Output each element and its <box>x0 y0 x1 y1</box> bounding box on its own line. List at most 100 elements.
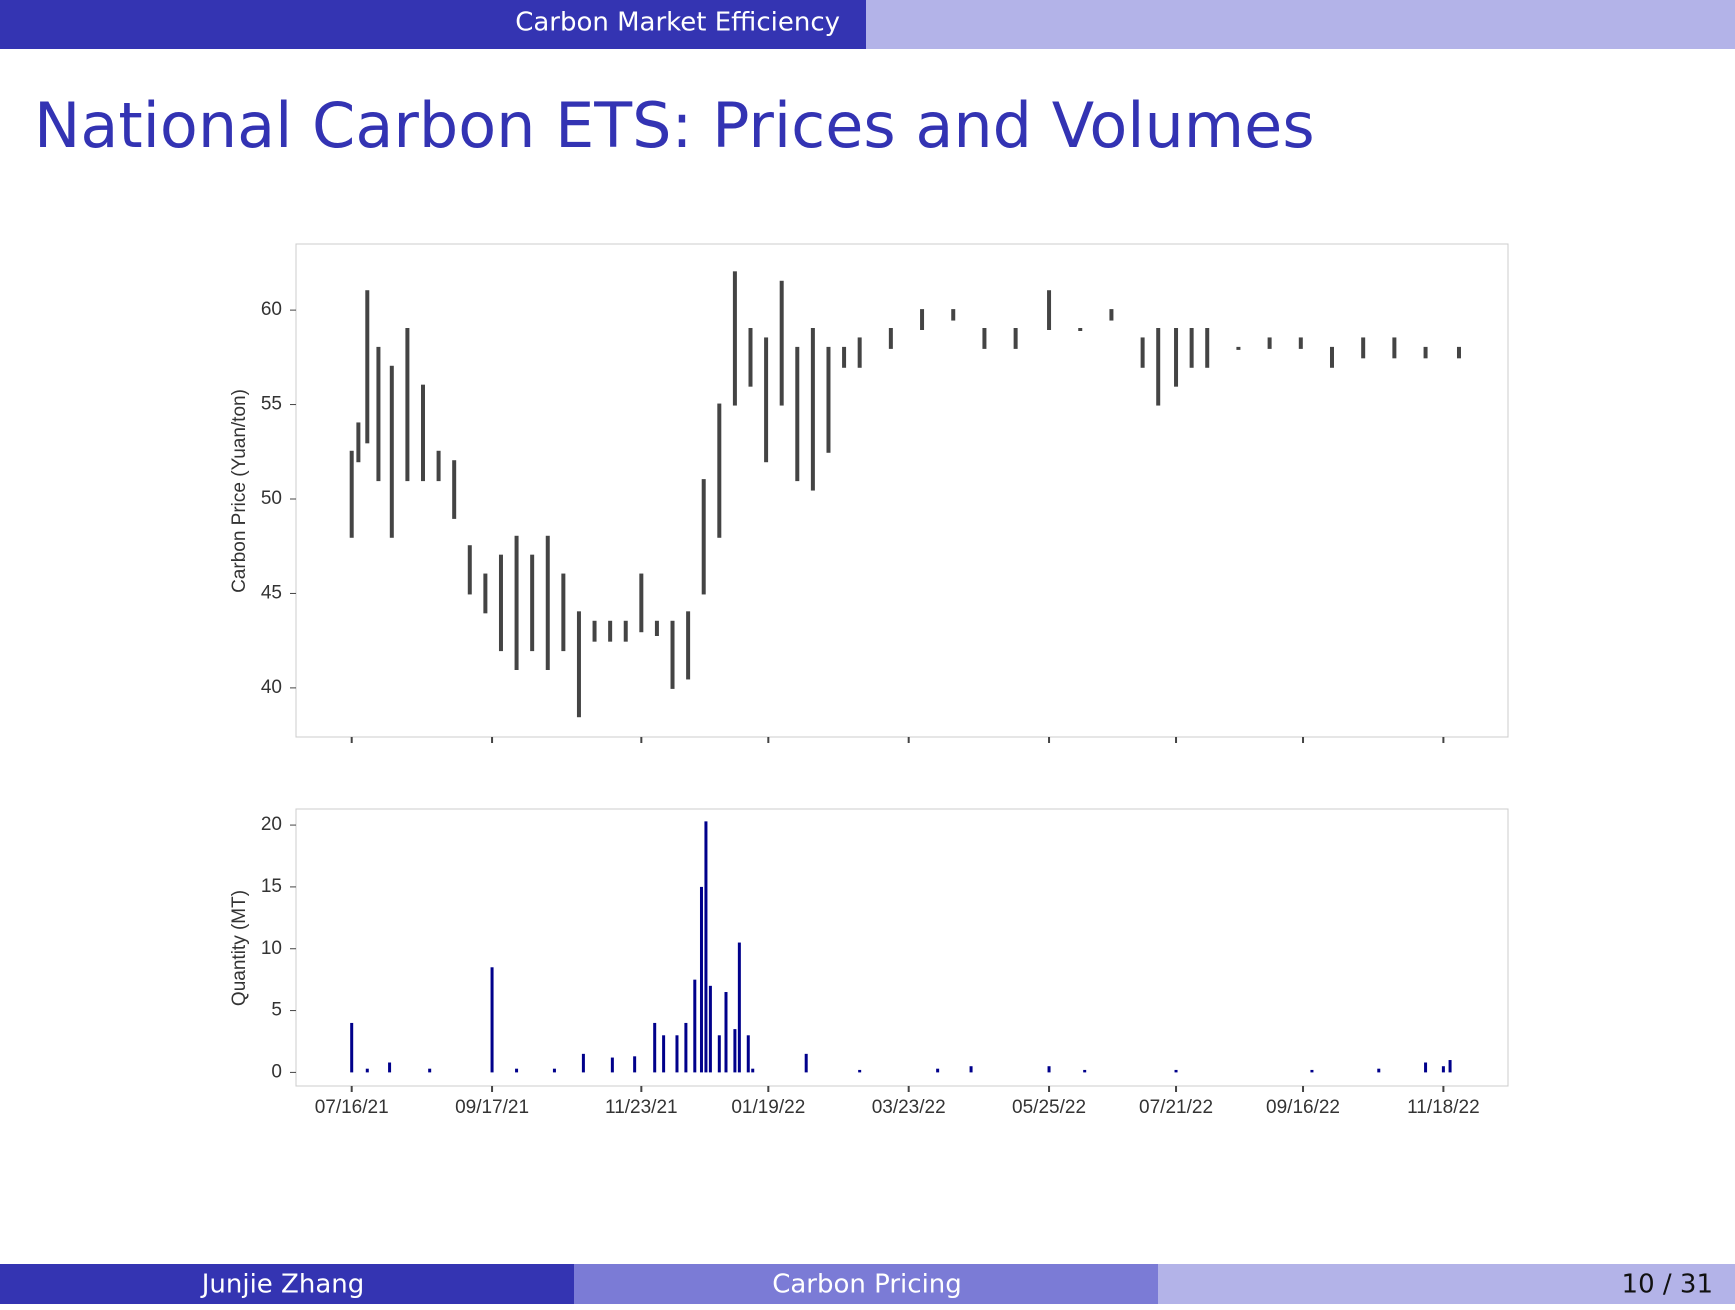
price-range <box>1013 328 1018 349</box>
x-tick-label: 11/18/22 <box>1407 1097 1480 1118</box>
header-section: Carbon Market Efficiency <box>515 8 840 38</box>
footer-bar <box>0 1264 574 1304</box>
volume-bar <box>804 1053 808 1073</box>
volume-bar <box>936 1068 940 1073</box>
x-tick-label: 07/16/21 <box>315 1097 389 1118</box>
price-range <box>514 535 519 670</box>
price-range <box>356 422 361 463</box>
volume-bar <box>704 821 708 1073</box>
volume-bar <box>365 1068 369 1073</box>
price-range <box>623 620 628 642</box>
price-range <box>545 535 550 670</box>
price-range <box>920 309 925 330</box>
price-range <box>639 573 644 633</box>
y-tick-label: 50 <box>261 488 282 509</box>
price-range <box>842 346 847 368</box>
volume-bar <box>1448 1060 1452 1073</box>
volume-bar <box>1424 1062 1428 1073</box>
price-range <box>1392 337 1397 359</box>
y-tick-label: 45 <box>261 582 282 603</box>
volume-bar <box>1083 1069 1087 1073</box>
x-tick-label: 07/21/22 <box>1139 1097 1213 1118</box>
footer-bar <box>574 1264 1158 1304</box>
price-range <box>467 545 472 595</box>
footer-talk: Carbon Pricing <box>772 1270 962 1300</box>
footer-bar <box>1158 1264 1735 1304</box>
volume-bar <box>662 1035 666 1073</box>
price-range <box>1267 337 1272 349</box>
price-range <box>701 479 706 595</box>
footer-author: Junjie Zhang <box>200 1270 365 1300</box>
y-tick-label: 60 <box>261 299 282 320</box>
volume-bar <box>388 1062 392 1073</box>
y-tick-label: 55 <box>261 394 282 415</box>
price-range <box>420 384 425 482</box>
price-range <box>376 346 381 482</box>
y-tick-label: 40 <box>261 677 282 698</box>
price-range <box>1456 346 1461 359</box>
x-tick-label: 03/23/22 <box>872 1097 946 1118</box>
price-range <box>686 611 691 680</box>
volume-bar <box>1377 1068 1381 1073</box>
volume-bar <box>675 1035 679 1073</box>
volume-panel <box>295 808 1509 1087</box>
price-range <box>1205 328 1210 368</box>
price-range <box>826 346 831 453</box>
volume-bar <box>490 967 494 1073</box>
volume-bar <box>653 1022 657 1073</box>
price-range <box>1236 346 1241 350</box>
price-range <box>779 280 784 406</box>
volume-bar <box>428 1068 432 1073</box>
volume-bar <box>1310 1069 1314 1073</box>
price-range <box>1078 328 1083 331</box>
price-range <box>608 620 613 642</box>
price-range <box>1361 337 1366 359</box>
price-range <box>498 554 503 652</box>
volume-bar <box>581 1053 585 1073</box>
price-range <box>1156 328 1161 406</box>
volume-bar <box>969 1066 973 1073</box>
volume-bar <box>693 979 697 1073</box>
volume-bar <box>552 1068 556 1073</box>
x-tick-label: 11/23/21 <box>605 1097 678 1118</box>
y-tick-label: 15 <box>261 876 282 897</box>
volume-bar <box>610 1057 614 1073</box>
price-range <box>483 573 488 614</box>
volume-bar <box>733 1029 737 1073</box>
price-range <box>795 346 800 482</box>
price-range <box>1423 346 1428 359</box>
price-range <box>561 573 566 652</box>
price-range <box>810 328 815 491</box>
x-tick-label: 01/19/22 <box>731 1097 805 1118</box>
x-tick-label: 05/25/22 <box>1012 1097 1086 1118</box>
volume-bar <box>724 992 728 1073</box>
price-range <box>349 450 354 538</box>
price-range <box>530 554 535 652</box>
x-tick-label: 09/17/21 <box>455 1097 529 1118</box>
price-range <box>654 620 659 636</box>
price-range <box>436 450 441 482</box>
volume-bar <box>858 1069 862 1073</box>
price-range <box>576 611 581 718</box>
price-range <box>389 365 394 538</box>
volume-bar <box>1441 1066 1445 1073</box>
volume-bar <box>737 942 741 1073</box>
y-tick-label: 10 <box>261 938 282 959</box>
footer-page: 10 / 31 <box>1622 1270 1713 1300</box>
price-range <box>1109 309 1114 321</box>
volume-bar <box>717 1035 721 1073</box>
volume-bar <box>708 985 712 1073</box>
volume-bar <box>746 1035 750 1073</box>
y-tick-label: 0 <box>271 1061 282 1082</box>
header-bar-right <box>866 0 1735 49</box>
price-range <box>365 290 370 444</box>
price-range <box>1329 346 1334 368</box>
price-range <box>732 271 737 406</box>
slide-title: National Carbon ETS: Prices and Volumes <box>34 89 1315 162</box>
price-range <box>951 309 956 321</box>
price-range <box>1174 328 1179 387</box>
price-range <box>405 328 410 482</box>
price-range <box>1140 337 1145 368</box>
